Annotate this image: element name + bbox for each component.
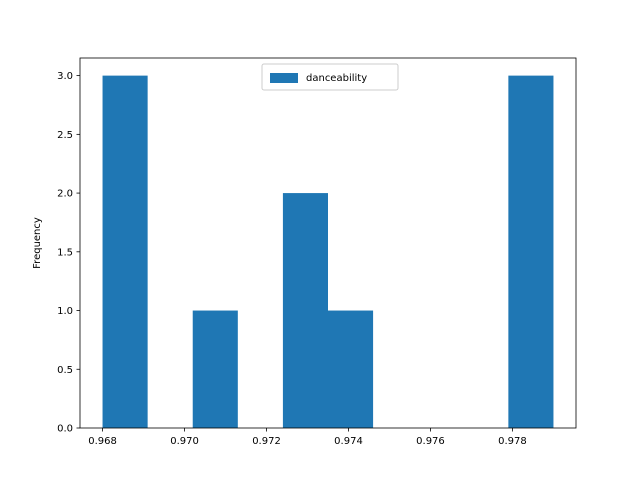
legend: danceability: [261, 63, 399, 91]
legend-box: [261, 63, 399, 91]
histogram-bar: [282, 193, 328, 428]
y-tick-label: 1.0: [57, 306, 73, 317]
y-tick-label: 2.0: [57, 189, 73, 200]
y-tick-label: 1.5: [57, 247, 73, 258]
histogram-bar: [508, 75, 554, 428]
legend-swatch-danceability: [270, 73, 298, 83]
y-tick-label: 2.5: [57, 130, 73, 141]
histogram-bar: [328, 310, 374, 428]
x-tick-label: 0.970: [170, 436, 199, 447]
y-axis-ticks: 0.0 0.5 1.0 1.5 2.0 2.5 3.0: [57, 71, 80, 435]
bars-group: [102, 75, 554, 428]
x-axis-ticks: 0.968 0.970 0.972 0.974 0.976 0.978: [88, 428, 527, 447]
y-tick-label: 0.5: [57, 365, 73, 376]
histogram-bar: [102, 75, 148, 428]
histogram-bar: [192, 310, 238, 428]
x-tick-label: 0.978: [498, 436, 527, 447]
y-tick-label: 0.0: [57, 424, 73, 435]
legend-label-danceability: danceability: [306, 73, 367, 84]
y-tick-label: 3.0: [57, 71, 73, 82]
y-axis-label: Frequency: [32, 217, 43, 269]
x-tick-label: 0.972: [252, 436, 281, 447]
x-tick-label: 0.974: [334, 436, 363, 447]
x-tick-label: 0.976: [416, 436, 445, 447]
x-tick-label: 0.968: [88, 436, 117, 447]
axes-frame: [79, 57, 577, 429]
